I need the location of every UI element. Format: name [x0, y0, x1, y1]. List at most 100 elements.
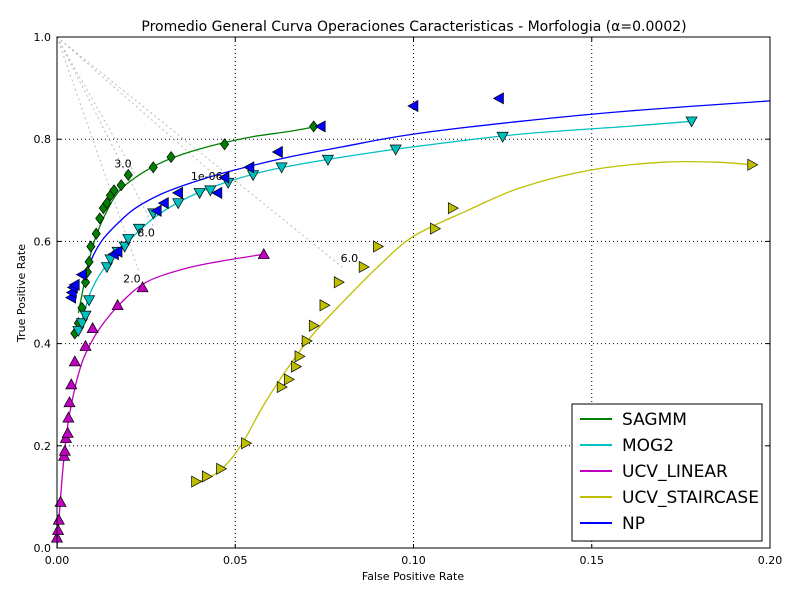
chart-title: Promedio General Curva Operaciones Carac… [141, 19, 686, 35]
data-point-ucv-staircase [747, 158, 759, 171]
y-tick-label: 0.2 [34, 440, 52, 453]
data-point-mog2 [172, 198, 185, 210]
data-point-ucv-staircase [291, 360, 303, 373]
data-point-mog2 [72, 326, 85, 338]
data-point-ucv-staircase [308, 319, 320, 332]
data-point-ucv-linear [111, 299, 124, 311]
data-point-ucv-staircase [373, 240, 385, 253]
data-point-np [243, 161, 255, 174]
data-point-ucv-linear [68, 355, 81, 367]
x-tick-label: 0.15 [580, 554, 605, 567]
data-point-np [157, 196, 169, 210]
data-point-mog2 [100, 262, 114, 274]
data-point-mog2 [79, 310, 92, 322]
data-point-sagmm [86, 240, 96, 253]
data-point-ucv-staircase [447, 202, 459, 215]
data-point-ucv-staircase [283, 373, 295, 386]
data-point-mog2 [389, 144, 402, 156]
series-line-ucv-staircase [192, 160, 753, 483]
data-point-ucv-linear [61, 426, 74, 438]
threshold-annotations: 3.0 1e-06 8.0 2.0 6.0 [114, 157, 358, 285]
data-point-np [271, 145, 283, 159]
x-tick-label: 0.20 [758, 554, 783, 567]
data-point-sagmm [80, 276, 91, 289]
data-point-np [218, 171, 230, 184]
data-point-ucv-linear [51, 523, 65, 535]
data-point-np [211, 186, 223, 199]
data-point-ucv-linear [62, 411, 75, 423]
legend-label-sagmm: SAGMM [622, 410, 687, 430]
reference-line [56, 36, 154, 227]
reference-line [56, 36, 218, 178]
data-point-sagmm [219, 138, 230, 151]
data-point-ucv-staircase [201, 470, 213, 483]
data-point-np [68, 278, 80, 291]
data-point-np [314, 120, 326, 133]
threshold-label: 2.0 [123, 272, 141, 285]
data-point-ucv-staircase [191, 475, 203, 488]
data-point-np [75, 268, 87, 281]
data-point-sagmm [102, 196, 112, 210]
data-point-mog2 [75, 318, 89, 330]
data-point-ucv-staircase [358, 260, 370, 274]
data-point-ucv-staircase [294, 350, 306, 363]
data-point-ucv-staircase [319, 299, 331, 312]
legend-label-np: NP [622, 514, 645, 534]
data-point-ucv-linear [52, 513, 65, 525]
data-point-sagmm [123, 168, 133, 182]
data-point-ucv-linear [79, 339, 92, 351]
y-tick-label: 0.8 [34, 133, 52, 146]
series-line-np [84, 100, 771, 278]
data-point-sagmm [309, 120, 319, 133]
threshold-label: 3.0 [114, 157, 132, 170]
data-point-ucv-linear [257, 247, 270, 259]
data-point-mog2 [82, 295, 96, 307]
data-point-mog2 [275, 162, 288, 174]
data-point-sagmm [84, 255, 94, 268]
data-point-sagmm [95, 212, 105, 225]
data-point-mog2 [193, 188, 206, 200]
threshold-label: 8.0 [137, 226, 155, 239]
threshold-label: 6.0 [341, 252, 359, 265]
data-point-mog2 [132, 223, 146, 235]
data-point-mog2 [685, 116, 698, 128]
data-point-mog2 [204, 185, 217, 197]
data-point-sagmm [91, 227, 101, 240]
y-tick-label: 0.0 [34, 542, 52, 555]
data-point-sagmm [148, 161, 158, 174]
data-point-ucv-staircase [216, 462, 228, 475]
data-point-np [111, 245, 123, 258]
data-point-np [171, 186, 183, 199]
legend-box [571, 403, 763, 542]
reference-lines [56, 36, 343, 273]
data-point-sagmm [116, 179, 126, 192]
data-point-ucv-linear [65, 378, 78, 390]
data-point-ucv-linear [58, 444, 71, 456]
threshold-label: 1e-06 [191, 170, 223, 183]
y-tick-label: 1.0 [34, 31, 52, 44]
data-point-ucv-staircase [430, 222, 442, 235]
series-markers [50, 92, 759, 543]
legend: SAGMM MOG2 UCV_LINEAR UCV_STAIRCASE NP [571, 403, 763, 542]
data-point-ucv-staircase [301, 334, 313, 348]
data-point-mog2 [122, 234, 135, 246]
reference-line [56, 36, 136, 176]
data-point-ucv-staircase [333, 276, 345, 289]
x-tick-label: 0.00 [45, 554, 70, 567]
legend-label-ucv-staircase: UCV_STAIRCASE [622, 488, 759, 508]
reference-line [56, 36, 140, 273]
y-axis-label: True Positive Rate [15, 244, 28, 343]
data-point-mog2 [496, 131, 509, 143]
data-point-ucv-staircase [276, 380, 288, 394]
data-point-np [492, 92, 504, 105]
data-point-ucv-staircase [241, 437, 253, 450]
x-tick-label: 0.10 [401, 554, 426, 567]
data-point-ucv-linear [86, 322, 99, 334]
grid-lines [57, 37, 770, 548]
data-point-sagmm [109, 184, 119, 197]
reference-line [56, 36, 343, 268]
legend-label-mog2: MOG2 [622, 436, 674, 456]
data-point-np [407, 99, 419, 113]
axis-ticks: 0.00 0.05 0.10 0.15 0.20 0.0 0.2 0.4 0.6 0.8 1.0 [34, 31, 783, 567]
